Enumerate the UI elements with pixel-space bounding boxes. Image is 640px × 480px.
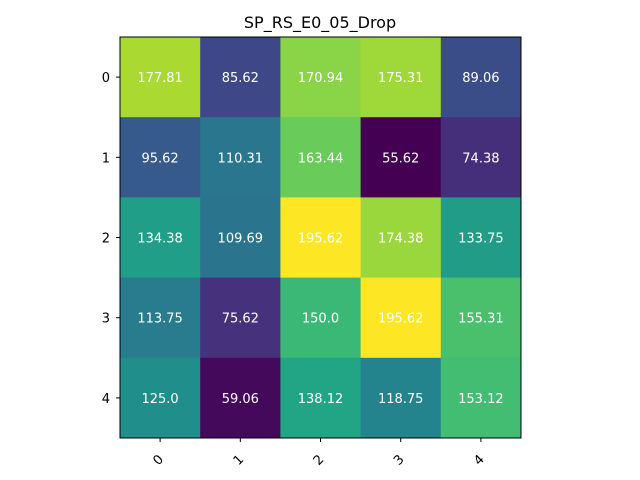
heatmap-cell [360,357,442,439]
heatmap-cell [280,357,362,439]
cell-value-label: 163.44 [298,151,344,166]
cell-value-label: 195.62 [298,232,344,247]
heatmap-cell [200,37,281,118]
x-tick-label: 0 [150,452,166,468]
y-axis: 0 1 2 3 4 [102,71,120,407]
heatmap-cell [200,197,281,279]
x-tick-label: 3 [391,452,407,468]
heatmap-cell [200,117,281,198]
x-tick-label: 4 [471,452,487,468]
y-tick-label: 2 [102,232,110,247]
cell-value-label: 170.94 [298,71,344,86]
heatmap-cell [440,277,522,359]
heatmap-cell [280,197,362,279]
x-axis: 0 1 2 3 4 [150,438,488,469]
cell-value-label: 89.06 [462,71,499,86]
cell-value-label: 134.38 [137,232,183,247]
heatmap-cell [360,277,442,359]
cell-value-label: 75.62 [222,312,259,327]
heatmap-cell [120,37,201,118]
cell-value-label: 153.12 [458,392,504,407]
cell-value-label: 177.81 [137,71,183,86]
cell-value-label: 133.75 [458,232,504,247]
cell-value-label: 95.62 [141,151,178,166]
cell-value-label: 125.0 [141,392,178,407]
heatmap-cell [360,197,442,279]
heatmap-cell [120,117,201,198]
heatmap-cell [200,357,281,439]
cell-value-label: 109.69 [218,232,264,247]
cell-value-label: 113.75 [137,312,183,327]
heatmap-cell [440,197,522,279]
cell-value-label: 74.38 [462,151,499,166]
heatmap-cell [120,277,201,359]
x-tick-label: 1 [231,452,247,468]
heatmap-cell [360,37,442,118]
cell-value-label: 85.62 [222,71,259,86]
heatmap-cell [120,197,201,279]
x-tick-label: 2 [311,452,327,468]
cell-value-label: 150.0 [302,312,339,327]
cell-value-label: 110.31 [218,151,264,166]
cell-value-label: 59.06 [222,392,259,407]
y-tick-label: 3 [102,312,110,327]
chart-title: SP_RS_E0_05_Drop [244,13,396,33]
heatmap-cell [200,277,281,359]
heatmap-cells [120,37,522,439]
heatmap-cell-labels: 177.81 85.62 170.94 175.31 89.06 95.62 110.31 1… [137,71,503,407]
heatmap-cell [360,117,442,198]
cell-value-label: 155.31 [458,312,504,327]
heatmap-cell [120,357,201,439]
y-tick-label: 0 [102,71,110,86]
heatmap-cell [440,117,522,198]
heatmap-cell [440,357,522,439]
y-tick-label: 4 [102,392,110,407]
heatmap-cell [280,117,362,198]
y-tick-label: 1 [102,151,110,166]
cell-value-label: 174.38 [378,232,424,247]
heatmap-cell [280,277,362,359]
cell-value-label: 118.75 [378,392,424,407]
cell-value-label: 195.62 [378,312,424,327]
heatmap-cell [280,37,362,118]
cell-value-label: 55.62 [382,151,419,166]
heatmap-cell [440,37,522,118]
cell-value-label: 175.31 [378,71,424,86]
cell-value-label: 138.12 [298,392,344,407]
